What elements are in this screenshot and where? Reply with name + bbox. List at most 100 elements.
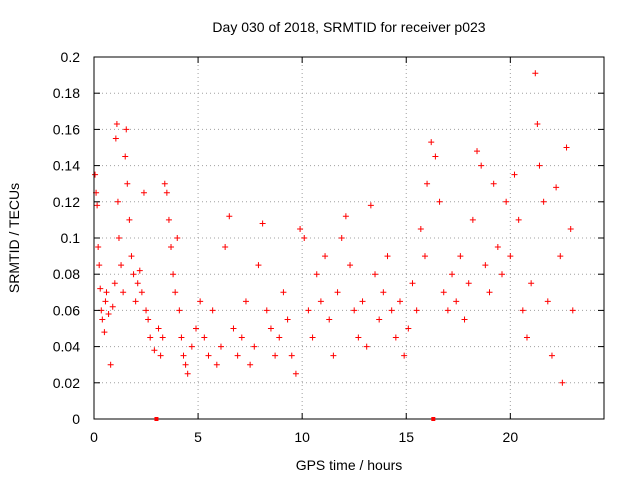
- data-point: [102, 298, 109, 305]
- y-tick-label: 0.12: [53, 194, 80, 210]
- data-point: [478, 162, 485, 169]
- data-point: [490, 180, 497, 187]
- data-point: [123, 126, 130, 133]
- data-point: [95, 244, 102, 251]
- x-tick-label: 10: [294, 429, 310, 445]
- data-point: [559, 379, 566, 386]
- data-point: [174, 235, 181, 241]
- y-tick-label: 0: [72, 411, 80, 427]
- axis-marker: [154, 417, 159, 421]
- axis-marker: [431, 417, 436, 421]
- data-point: [197, 298, 204, 305]
- data-point: [305, 307, 312, 314]
- data-point: [103, 289, 110, 296]
- data-point: [421, 253, 428, 260]
- data-point: [440, 289, 447, 296]
- data-point: [272, 352, 279, 359]
- y-tick-label: 0.14: [53, 158, 80, 174]
- data-point: [161, 180, 168, 187]
- data-point: [499, 271, 505, 278]
- x-tick-label: 5: [194, 429, 202, 445]
- data-point: [118, 262, 125, 269]
- data-point: [163, 189, 170, 196]
- data-point: [182, 361, 189, 368]
- data-point: [242, 298, 249, 305]
- data-point: [267, 325, 274, 332]
- y-axis-label: SRMTID / TECUs: [6, 183, 22, 293]
- data-point: [548, 352, 555, 359]
- y-tick-label: 0.08: [53, 266, 80, 282]
- data-point: [130, 271, 137, 278]
- data-point: [397, 298, 403, 305]
- data-point: [432, 153, 439, 160]
- data-point: [338, 235, 345, 241]
- data-point: [534, 120, 541, 127]
- data-point: [251, 343, 258, 350]
- data-point: [428, 139, 435, 146]
- y-tick-label: 0.2: [61, 49, 81, 65]
- data-point: [217, 343, 224, 350]
- data-point: [292, 370, 299, 377]
- data-point: [107, 361, 114, 368]
- data-point: [503, 198, 510, 205]
- data-point: [519, 307, 526, 314]
- data-point: [326, 316, 333, 323]
- tick-labels: 0 5 10 15 20 0 0.02 0.04 0.06 0.08 0.1 0.12 0.14 0.16…: [53, 49, 519, 445]
- data-point: [297, 225, 304, 232]
- data-point: [159, 334, 166, 341]
- data-point: [222, 244, 229, 251]
- data-point: [494, 244, 501, 251]
- data-point: [436, 198, 443, 205]
- data-point: [342, 213, 349, 220]
- data-point: [322, 253, 329, 260]
- x-axis-label: GPS time / hours: [296, 457, 403, 473]
- data-point: [115, 235, 122, 241]
- data-point: [151, 347, 158, 354]
- data-point: [280, 289, 287, 296]
- data-point: [449, 271, 456, 278]
- data-point: [417, 225, 424, 232]
- data-point: [99, 316, 106, 323]
- data-point: [101, 329, 108, 336]
- data-point: [444, 307, 451, 314]
- data-point: [351, 307, 358, 314]
- data-point: [511, 171, 518, 178]
- data-point: [157, 352, 164, 359]
- data-point: [563, 144, 570, 151]
- data-point: [276, 334, 283, 341]
- data-point: [178, 334, 185, 341]
- data-point: [453, 298, 460, 305]
- data-point: [230, 325, 237, 332]
- data-point: [392, 334, 399, 341]
- data-point: [457, 253, 464, 260]
- data-point: [132, 298, 139, 305]
- data-point: [226, 213, 233, 220]
- data-point: [105, 311, 112, 318]
- data-point: [347, 262, 354, 269]
- y-tick-label: 0.16: [53, 121, 80, 137]
- data-point: [124, 180, 131, 187]
- data-point: [112, 135, 119, 142]
- data-point: [188, 343, 195, 350]
- data-point: [263, 307, 270, 314]
- data-point: [376, 316, 383, 323]
- data-point: [330, 352, 337, 359]
- y-tick-label: 0.06: [53, 302, 80, 318]
- data-point: [97, 285, 104, 292]
- data-point: [109, 303, 116, 310]
- data-point: [409, 280, 416, 287]
- data-point: [569, 307, 576, 314]
- data-point: [334, 289, 341, 296]
- data-point: [469, 216, 476, 223]
- data-point: [461, 316, 468, 323]
- data-point: [384, 253, 391, 260]
- data-point: [234, 352, 241, 359]
- data-point: [363, 343, 370, 350]
- data-point: [309, 334, 316, 341]
- data-point: [532, 70, 539, 77]
- data-point: [388, 307, 395, 314]
- data-point: [184, 370, 191, 377]
- data-point: [94, 202, 101, 209]
- data-point: [120, 289, 127, 296]
- data-point: [128, 253, 135, 260]
